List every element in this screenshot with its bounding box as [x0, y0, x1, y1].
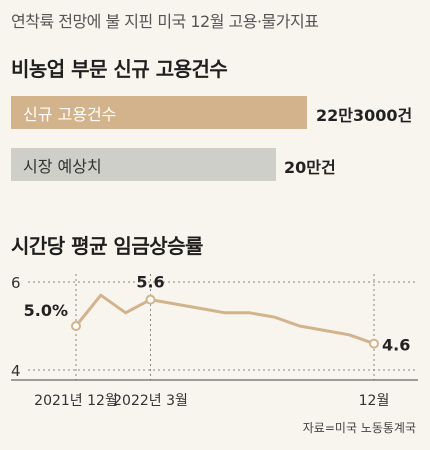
bar-label-expected: 시장 예상치: [23, 156, 102, 176]
series-line: [74, 293, 375, 346]
data-point-marker: [145, 294, 156, 305]
y-tick-label: 4: [11, 362, 21, 380]
bar-value-new-jobs: 22만3000건: [316, 106, 413, 125]
headline: 연착륙 전망에 불 지핀 미국 12월 고용·물가지표: [11, 12, 319, 31]
x-tick-label: 2021년 12월: [34, 393, 118, 409]
bar-expected: 시장 예상치: [11, 148, 277, 181]
x-tick-label: 12월: [359, 393, 390, 409]
data-label: 5.0%: [24, 301, 68, 320]
x-tick-label: 2022년 3월: [113, 393, 188, 409]
source-note: 자료=미국 노동통계국: [302, 421, 416, 435]
bar-label-new-jobs: 신규 고용건수: [23, 104, 117, 124]
data-point-marker: [71, 321, 81, 331]
line-chart-title: 시간당 평균 임금상승률: [11, 234, 203, 258]
data-point-marker: [369, 338, 379, 349]
bar-chart-title: 비농업 부문 신규 고용건수: [11, 57, 228, 81]
bar-value-expected: 20만건: [284, 158, 336, 177]
bar-new-jobs: 신규 고용건수: [11, 96, 307, 129]
data-label: 4.6: [382, 336, 410, 355]
data-label: 5.6: [136, 273, 164, 292]
y-tick-label: 6: [11, 274, 21, 292]
